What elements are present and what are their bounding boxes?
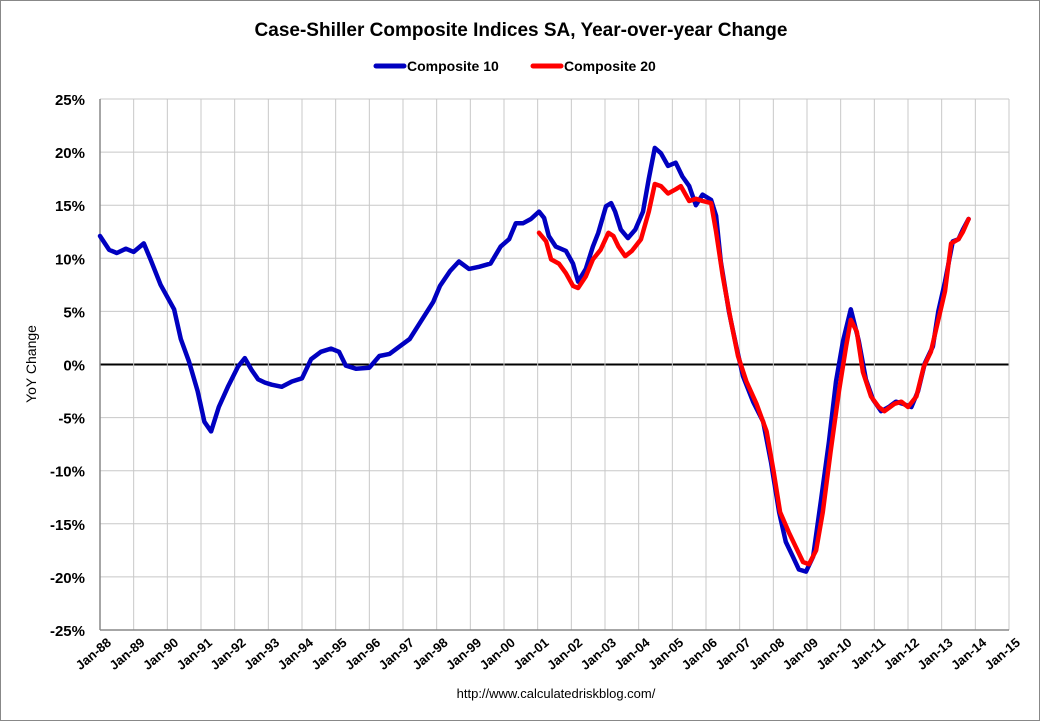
y-tick-label: 25% — [55, 92, 85, 109]
x-tick-label: Jan-89 — [106, 635, 147, 673]
x-tick-label: Jan-98 — [409, 635, 450, 673]
x-tick-label: Jan-91 — [174, 635, 215, 673]
y-tick-label: -20% — [50, 570, 85, 587]
x-tick-label: Jan-08 — [746, 635, 787, 673]
y-tick-label: 15% — [55, 198, 85, 215]
series-line-composite-20 — [536, 181, 971, 567]
y-axis: 25% 20% 15% 10% 5% 0% -5% -10% -15% -20% -25% — [50, 92, 85, 640]
x-tick-label: Jan-02 — [544, 635, 585, 673]
y-tick-label: -10% — [50, 464, 85, 481]
x-tick-label: Jan-00 — [477, 635, 518, 673]
y-axis-label: YoY Change — [23, 325, 39, 403]
y-tick-label: -5% — [58, 411, 85, 428]
x-tick-label: Jan-97 — [376, 635, 417, 673]
x-tick-label: Jan-93 — [241, 635, 282, 673]
x-tick-label: Jan-88 — [73, 635, 114, 673]
x-tick-label: Jan-13 — [914, 635, 955, 673]
x-tick-label: Jan-90 — [140, 635, 181, 673]
x-tick-label: Jan-09 — [780, 635, 821, 673]
x-tick-label: Jan-05 — [645, 635, 686, 673]
y-tick-label: 20% — [55, 145, 85, 162]
x-tick-label: Jan-04 — [611, 634, 653, 672]
y-tick-label: 10% — [55, 251, 85, 268]
y-tick-label: 0% — [63, 358, 85, 375]
x-tick-label: Jan-03 — [578, 635, 619, 673]
y-tick-label: -25% — [50, 623, 85, 640]
x-tick-label: Jan-96 — [342, 635, 383, 673]
series-line-composite-10 — [97, 145, 971, 574]
x-tick-label: Jan-14 — [948, 634, 990, 672]
x-tick-label: Jan-07 — [712, 635, 753, 673]
legend-label: Composite 10 — [407, 58, 499, 74]
x-tick-label: Jan-95 — [308, 635, 349, 673]
x-tick-label: Jan-11 — [848, 635, 889, 673]
x-tick-label: Jan-01 — [510, 635, 551, 673]
y-tick-label: -15% — [50, 517, 85, 534]
grid — [99, 98, 1010, 631]
chart-title: Case-Shiller Composite Indices SA, Year-… — [255, 20, 788, 41]
x-tick-label: Jan-94 — [275, 634, 317, 672]
series-lines — [97, 145, 971, 574]
x-tick-label: Jan-15 — [982, 635, 1023, 673]
x-axis: Jan-88Jan-89Jan-90Jan-91Jan-92Jan-93Jan-… — [73, 634, 1023, 672]
source-text: http://www.calculatedriskblog.com/ — [457, 686, 656, 701]
x-tick-label: Jan-92 — [207, 635, 248, 673]
x-tick-label: Jan-99 — [443, 635, 484, 673]
y-tick-label: 5% — [63, 304, 85, 321]
x-tick-label: Jan-06 — [679, 635, 720, 673]
x-tick-label: Jan-10 — [813, 635, 854, 673]
legend: Composite 10 Composite 20 — [373, 58, 656, 74]
x-tick-label: Jan-12 — [881, 635, 922, 673]
legend-label: Composite 20 — [564, 58, 656, 74]
